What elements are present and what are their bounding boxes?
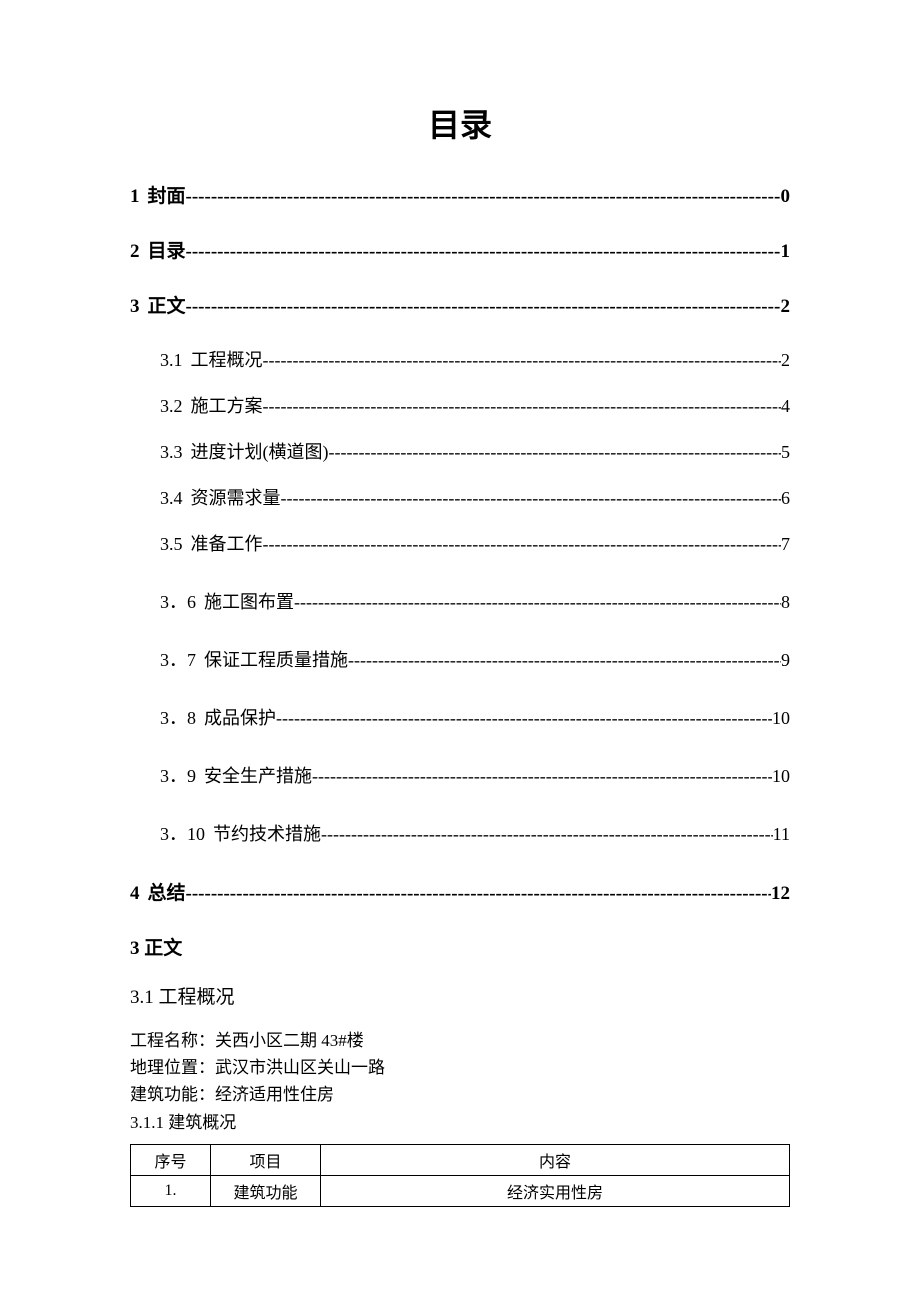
toc-dashes: ----------------------------------------… <box>312 766 772 787</box>
table-header-item: 项目 <box>211 1144 321 1175</box>
toc-entry-3-1: 3.1 工程概况 -------------------------------… <box>160 346 790 372</box>
toc-dashes: ----------------------------------------… <box>348 650 781 671</box>
toc-dashes: ----------------------------------------… <box>276 708 772 729</box>
page-title: 目录 <box>130 100 790 146</box>
subsection-3-1-1-heading: 3.1.1 建筑概况 <box>130 1109 790 1136</box>
toc-entry-3-6: 3．6 施工图布置 ------------------------------… <box>160 588 790 614</box>
toc-entry-3-4: 3.4 资源需求量 ------------------------------… <box>160 484 790 510</box>
toc-page: 2 <box>781 350 790 371</box>
toc-entry-3-7: 3．7 保证工程质量措施 ---------------------------… <box>160 646 790 672</box>
toc-dashes: ----------------------------------------… <box>281 488 782 509</box>
location-line: 地理位置：武汉市洪山区关山一路 <box>130 1054 790 1081</box>
toc-num: 1 <box>130 186 140 208</box>
toc-num: 3．6 <box>160 588 196 614</box>
toc-label: 安全生产措施 <box>204 762 312 788</box>
toc-label: 成品保护 <box>204 704 276 730</box>
toc-label: 进度计划(横道图) <box>191 438 329 464</box>
toc-num: 3.5 <box>160 534 183 555</box>
subsection-3-1-heading: 3.1 工程概况 <box>130 982 790 1009</box>
toc-entry-3-9: 3．9 安全生产措施 -----------------------------… <box>160 762 790 788</box>
toc-page: 9 <box>781 650 790 671</box>
toc-page: 4 <box>781 396 790 417</box>
toc-label: 资源需求量 <box>191 484 281 510</box>
toc-page: 8 <box>781 592 790 613</box>
project-name-line: 工程名称：关西小区二期 43#楼 <box>130 1027 790 1054</box>
toc-dashes: ----------------------------------------… <box>263 350 782 371</box>
toc-label: 正文 <box>148 291 186 318</box>
toc-entry-3-10: 3．10 节约技术措施 ----------------------------… <box>160 820 790 846</box>
toc-num: 3.4 <box>160 488 183 509</box>
toc-label: 准备工作 <box>191 530 263 556</box>
table-row: 1. 建筑功能 经济实用性房 <box>131 1175 790 1206</box>
toc-dashes: ----------------------------------------… <box>329 442 782 463</box>
toc-entry-cover: 1 封面 -----------------------------------… <box>130 181 790 208</box>
toc-page: 10 <box>772 708 790 729</box>
toc-dashes: ----------------------------------------… <box>186 296 781 318</box>
toc-dashes: ----------------------------------------… <box>263 396 782 417</box>
toc-label: 封面 <box>148 181 186 208</box>
toc-num: 3．7 <box>160 646 196 672</box>
toc-entry-3-2: 3.2 施工方案 -------------------------------… <box>160 392 790 418</box>
toc-num: 3．10 <box>160 820 205 846</box>
toc-dashes: ----------------------------------------… <box>321 824 773 845</box>
toc-page: 2 <box>781 296 791 318</box>
toc-label: 施工方案 <box>191 392 263 418</box>
toc-page: 12 <box>771 883 790 905</box>
toc-entry-3-3: 3.3 进度计划(横道图) --------------------------… <box>160 438 790 464</box>
toc-label: 施工图布置 <box>204 588 294 614</box>
toc-label: 节约技术措施 <box>213 820 321 846</box>
function-line: 建筑功能：经济适用性住房 <box>130 1081 790 1108</box>
toc-num: 4 <box>130 883 140 905</box>
building-overview-table: 序号 项目 内容 1. 建筑功能 经济实用性房 <box>130 1144 790 1207</box>
toc-entry-summary: 4 总结 -----------------------------------… <box>130 878 790 905</box>
toc-num: 3.1 <box>160 350 183 371</box>
toc-num: 3．9 <box>160 762 196 788</box>
toc-entry-toc: 2 目录 -----------------------------------… <box>130 236 790 263</box>
toc-label: 目录 <box>148 236 186 263</box>
toc-dashes: ----------------------------------------… <box>186 883 771 905</box>
table-header-row: 序号 项目 内容 <box>131 1144 790 1175</box>
toc-label: 总结 <box>148 878 186 905</box>
table-cell-item: 建筑功能 <box>211 1175 321 1206</box>
toc-entry-3-5: 3.5 准备工作 -------------------------------… <box>160 530 790 556</box>
toc-num: 3 <box>130 296 140 318</box>
toc-entry-body: 3 正文 -----------------------------------… <box>130 291 790 318</box>
table-header-content: 内容 <box>321 1144 790 1175</box>
toc-num: 3.2 <box>160 396 183 417</box>
toc-label: 工程概况 <box>191 346 263 372</box>
toc-page: 11 <box>773 824 790 845</box>
toc-page: 0 <box>781 186 791 208</box>
toc-page: 6 <box>781 488 790 509</box>
table-header-seq: 序号 <box>131 1144 211 1175</box>
toc-dashes: ----------------------------------------… <box>294 592 781 613</box>
toc-page: 5 <box>781 442 790 463</box>
section-3-heading: 3 正文 <box>130 933 790 960</box>
toc-page: 10 <box>772 766 790 787</box>
toc-label: 保证工程质量措施 <box>204 646 348 672</box>
table-cell-content: 经济实用性房 <box>321 1175 790 1206</box>
toc-num: 3．8 <box>160 704 196 730</box>
toc-dashes: ----------------------------------------… <box>186 241 781 263</box>
toc-num: 2 <box>130 241 140 263</box>
toc-dashes: ----------------------------------------… <box>186 186 781 208</box>
toc-page: 7 <box>781 534 790 555</box>
toc-page: 1 <box>781 241 791 263</box>
toc-entry-3-8: 3．8 成品保护 -------------------------------… <box>160 704 790 730</box>
table-cell-seq: 1. <box>131 1175 211 1206</box>
toc-num: 3.3 <box>160 442 183 463</box>
toc-dashes: ----------------------------------------… <box>263 534 782 555</box>
